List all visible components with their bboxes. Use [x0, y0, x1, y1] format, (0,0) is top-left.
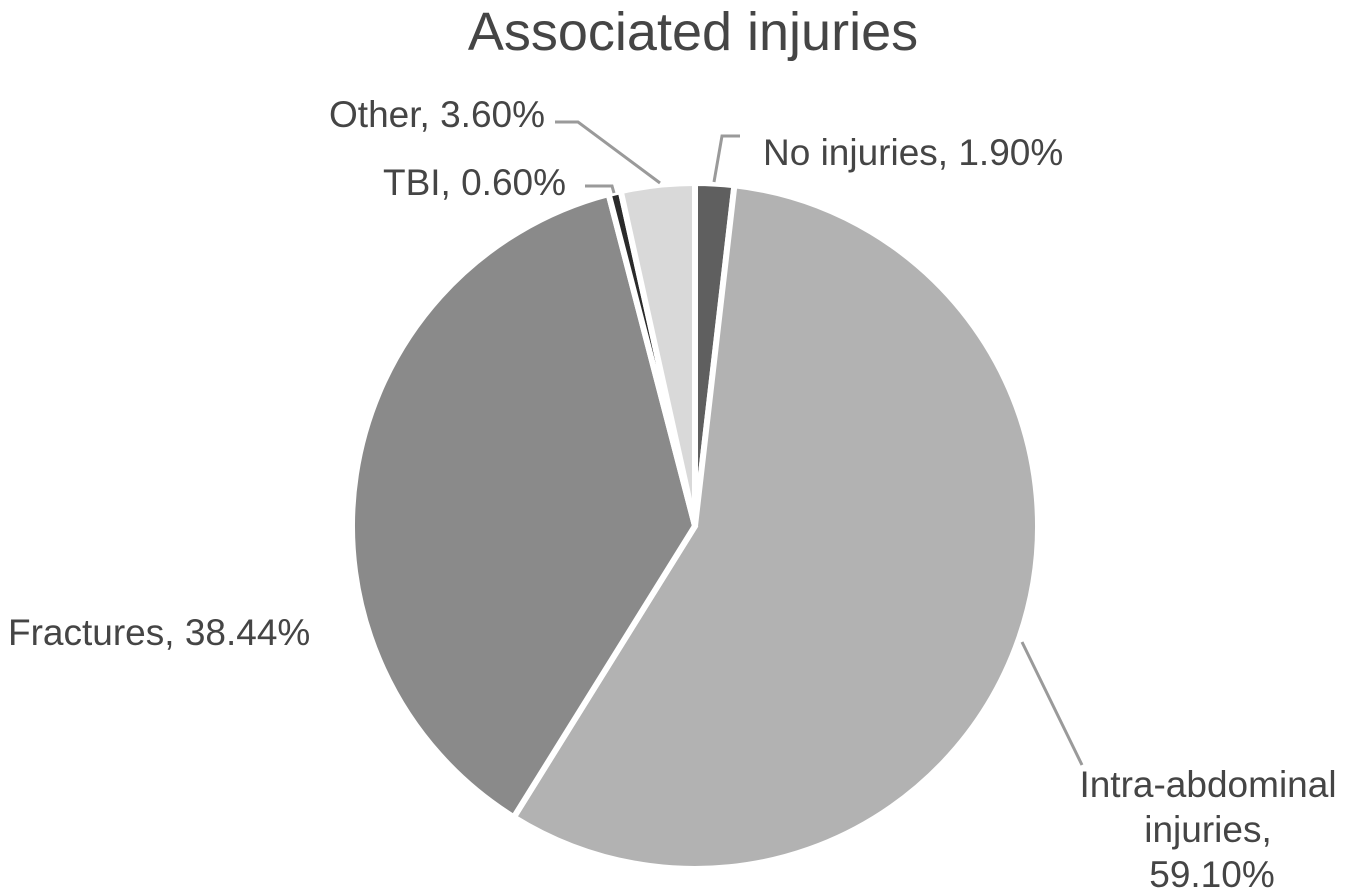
label-intra-line1: Intra-abdominal: [1079, 764, 1336, 805]
leader-no-injuries: [712, 134, 740, 183]
label-intra-line3: 59.10%: [1149, 854, 1275, 895]
label-fractures: Fractures, 38.44%: [8, 612, 310, 653]
chart-title: Associated injuries: [468, 2, 918, 62]
pie-slice-intra-abdominal-injuries: [509, 181, 1041, 872]
label-other: Other, 3.60%: [329, 94, 545, 135]
label-intra-line2: injuries,: [1144, 809, 1272, 850]
leader-tbi: [585, 184, 616, 194]
pie-slice-other: [617, 179, 698, 527]
leader-intra: [1020, 641, 1084, 766]
label-tbi: TBI, 0.60%: [383, 162, 566, 203]
leader-other: [555, 120, 661, 185]
pie-slices: [349, 179, 1041, 872]
pie-slice-fractures: [349, 190, 699, 822]
label-no-injuries: No injuries, 1.90%: [763, 132, 1063, 173]
